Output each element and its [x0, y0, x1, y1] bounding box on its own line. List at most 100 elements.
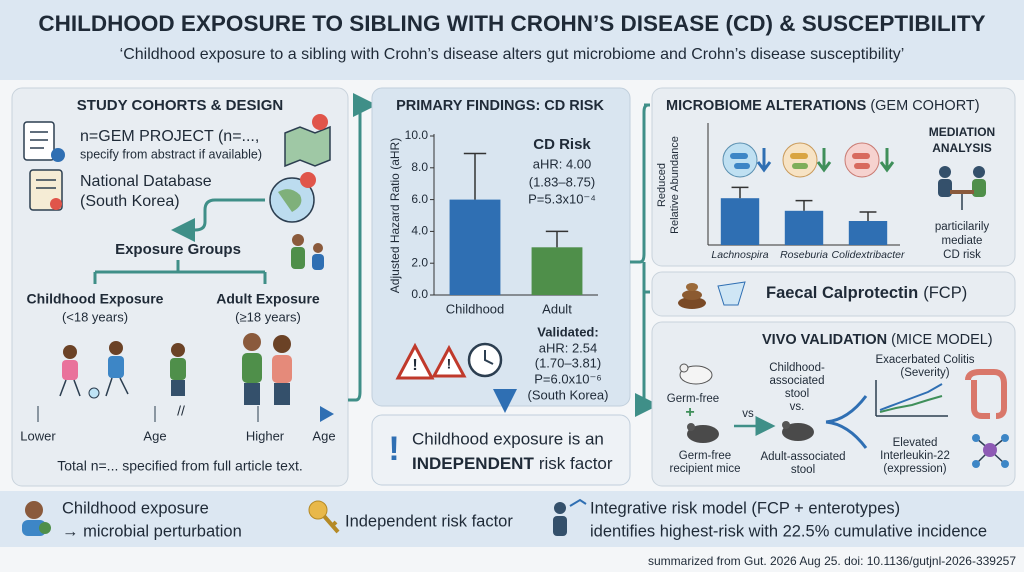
- summary-text: Integrative risk model (FCP + enterotype…: [590, 499, 900, 517]
- adult-figures-part: [272, 355, 292, 383]
- validated-line: (1.70–3.81): [535, 355, 602, 370]
- children-figures-part: [119, 377, 129, 395]
- stool-icon-part: [717, 281, 746, 306]
- outcome-arrows: [825, 395, 868, 449]
- children-figures-part: [59, 379, 67, 397]
- intestine-icon: [965, 369, 1007, 419]
- summary-text: Childhood exposure: [62, 499, 209, 517]
- axis-label: Age: [143, 428, 166, 443]
- document-icon: [23, 121, 65, 162]
- children-figures-part: [73, 379, 81, 397]
- y-tick-label: 8.0: [411, 160, 428, 174]
- adult-figures-part: [242, 353, 262, 383]
- warning-icons-part: !: [447, 356, 452, 372]
- meeting-icon-part: [973, 166, 985, 178]
- stool-icon-part: [682, 290, 702, 300]
- family-icon-part: [312, 254, 324, 270]
- adult-figures-part: [273, 335, 291, 353]
- cohort-note: (South Korea): [80, 193, 180, 210]
- annotation-title: CD Risk: [533, 136, 591, 153]
- cohort-label: n=GEM PROJECT (n=...,: [80, 128, 259, 145]
- vivo-label: Adult-associated: [760, 451, 845, 463]
- person-icon: [22, 501, 51, 536]
- panel-title: MICROBIOME ALTERATIONS (GEM COHORT): [666, 98, 980, 114]
- vivo-label: recipient mice: [670, 463, 741, 475]
- section-label: Exposure Groups: [115, 241, 241, 258]
- title-main: VIVO VALIDATION: [762, 332, 887, 348]
- cohort-label: National Database: [80, 173, 212, 190]
- group-range: (<18 years): [62, 309, 128, 324]
- panel-title: STUDY COHORTS & DESIGN: [77, 97, 283, 114]
- flow-arrow: [171, 198, 265, 242]
- adult-figures-part: [244, 383, 260, 405]
- callout-line: Childhood exposure is an: [412, 429, 604, 448]
- map-icon: [284, 114, 331, 168]
- y-axis-label: Reduced: [656, 163, 668, 207]
- trend-icon: [875, 380, 948, 417]
- mouse-icons-part: [687, 423, 695, 431]
- children-figures: [59, 341, 186, 399]
- bacteria-icons-part: [734, 163, 750, 169]
- x-tick-label: Lachnospira: [711, 249, 768, 261]
- annotation-line: P=5.3x10⁻⁴: [528, 191, 596, 206]
- cohort-note: specify from abstract if available): [80, 147, 262, 161]
- title: CHILDHOOD EXPOSURE TO SIBLING WITH CROHN…: [38, 11, 985, 36]
- flow-arrow: [348, 93, 377, 402]
- mediation-text: mediate: [942, 235, 983, 247]
- callout-line: INDEPENDENT risk factor: [412, 454, 613, 473]
- axis-label: Higher: [246, 428, 285, 443]
- bacteria-icons-part: [782, 142, 818, 178]
- y-tick-label: 2.0: [411, 255, 428, 269]
- total-note: Total n=... specified from full article …: [57, 458, 303, 474]
- mouse-icons-part: [679, 363, 689, 373]
- molecule-icon: [972, 434, 1009, 468]
- callout-rest: risk factor: [539, 454, 613, 473]
- y-tick-label: 4.0: [411, 224, 428, 238]
- molecule-icon-part: [972, 434, 980, 442]
- y-tick-label: 0.0: [411, 287, 428, 301]
- summary-text: Independent risk factor: [345, 512, 513, 530]
- mouse-icons: [679, 363, 814, 443]
- bacteria-icons-part: [790, 153, 808, 159]
- stool-icon-part: [678, 297, 706, 309]
- annotation-line: aHR: 4.00: [533, 156, 592, 171]
- family-icon-part: [291, 247, 305, 269]
- bar: [720, 198, 760, 245]
- mediation-text: CD risk: [943, 249, 981, 261]
- y-tick-label: 10.0: [405, 128, 429, 142]
- vivo-label: associated: [770, 375, 825, 387]
- meeting-icon-part: [939, 166, 951, 178]
- mediation-title: ANALYSIS: [932, 141, 992, 155]
- panel-title: VIVO VALIDATION (MICE MODEL): [762, 332, 993, 348]
- stool-icon-part: [686, 283, 698, 291]
- group-label: Childhood Exposure: [27, 291, 164, 307]
- molecule-icon-part: [1001, 460, 1009, 468]
- children-figures-part: [109, 341, 123, 355]
- key-icon-part: [322, 514, 340, 534]
- branch-arrow: [93, 260, 267, 284]
- warning-icons-part: [395, 342, 435, 380]
- x-tick-label: Colidextribacter: [832, 249, 905, 261]
- model-icon: [553, 498, 587, 536]
- person-icon-part: [22, 520, 46, 536]
- summary-text: → microbial perturbation: [62, 522, 242, 540]
- bacteria-icons-part: [852, 153, 870, 159]
- connector: [630, 103, 649, 407]
- globe-icon-part: [300, 172, 316, 188]
- children-figures-part: [108, 356, 124, 378]
- y-axis-label: Adjusted Hazard Ratio (aHR): [388, 138, 402, 293]
- x-tick-label: Childhood: [446, 301, 505, 316]
- children-figures-part: [171, 380, 185, 396]
- stool-icon: [678, 281, 746, 309]
- axis-label: Age: [312, 428, 335, 443]
- fcp-name: Faecal Calprotectin: [766, 284, 918, 302]
- meeting-icon-part: [950, 190, 974, 194]
- outcome-label: Interleukin-22: [880, 450, 950, 462]
- outcome-label: (expression): [883, 463, 946, 475]
- bacteria-icons-part: [722, 142, 758, 178]
- mouse-icons-part: [782, 421, 790, 429]
- bar: [784, 210, 824, 245]
- trend-icon-part: [879, 383, 943, 411]
- title-suffix: (GEM COHORT): [870, 98, 979, 114]
